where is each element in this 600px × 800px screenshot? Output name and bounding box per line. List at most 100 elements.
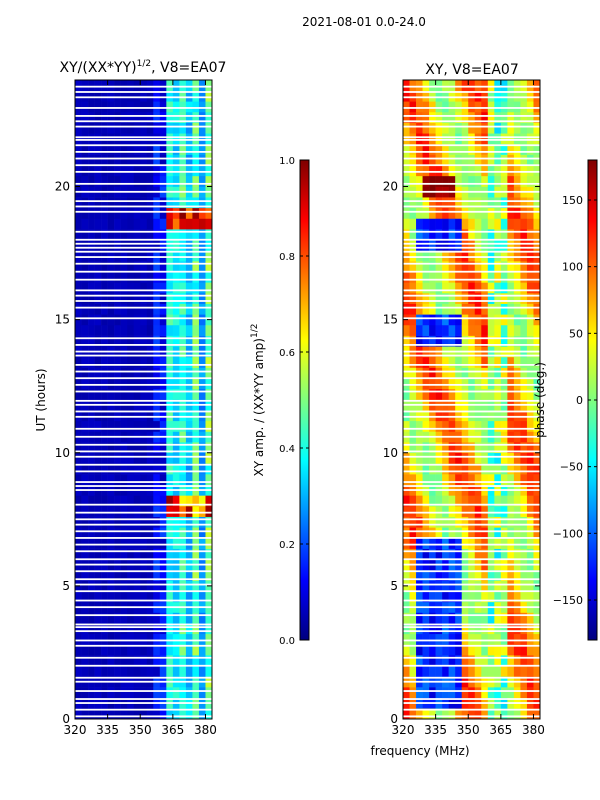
heatmap-cell — [474, 527, 482, 539]
heatmap-cell — [205, 90, 213, 102]
heatmap-cell — [481, 165, 489, 177]
heatmap-cell — [429, 708, 436, 720]
heatmap-cell — [520, 612, 528, 624]
heatmap-cell — [140, 623, 148, 635]
heatmap-cell — [487, 388, 495, 400]
heatmap-cell — [513, 218, 521, 230]
heatmap-cell — [533, 495, 541, 507]
heatmap-cell — [107, 271, 115, 283]
data-gap — [403, 157, 540, 160]
heatmap-cell — [192, 623, 200, 635]
heatmap-cell — [526, 111, 534, 123]
heatmap-cell — [88, 175, 95, 187]
heatmap-cell — [127, 122, 135, 134]
heatmap-cell — [146, 527, 154, 539]
heatmap-cell — [88, 687, 95, 698]
heatmap-cell — [205, 548, 213, 560]
heatmap-cell — [159, 101, 167, 113]
heatmap-cell — [205, 80, 213, 91]
heatmap-cell — [101, 101, 108, 113]
data-gap — [75, 578, 212, 581]
heatmap-cell — [533, 527, 541, 539]
heatmap-cell — [133, 591, 141, 603]
heatmap-cell — [114, 282, 121, 294]
heatmap-cell — [140, 527, 148, 539]
heatmap-cell — [461, 293, 469, 304]
heatmap-cell — [166, 90, 174, 102]
heatmap-cell — [127, 165, 135, 177]
heatmap-cell — [416, 80, 423, 91]
heatmap-cell — [140, 261, 148, 272]
heatmap-cell — [461, 197, 469, 209]
heatmap-cell — [487, 569, 495, 581]
heatmap-cell — [409, 197, 417, 209]
heatmap-cell — [172, 143, 180, 155]
data-gap — [75, 630, 212, 633]
data-gap — [403, 443, 540, 446]
heatmap-cell — [442, 90, 449, 102]
heatmap-cell — [455, 388, 463, 400]
heatmap-cell — [461, 367, 469, 379]
heatmap-cell — [179, 314, 187, 326]
data-gap — [75, 377, 212, 380]
heatmap-cell — [448, 165, 456, 177]
heatmap-cell — [146, 442, 154, 454]
heatmap-cell — [403, 239, 410, 251]
heatmap-cell — [513, 239, 521, 251]
heatmap-cell — [442, 356, 449, 368]
heatmap-cell — [455, 111, 463, 123]
heatmap-cell — [198, 261, 206, 272]
heatmap-cell — [172, 591, 180, 603]
data-gap — [75, 354, 212, 357]
heatmap-cell — [114, 154, 121, 166]
heatmap-cell — [435, 655, 443, 667]
heatmap-cell — [120, 229, 128, 241]
heatmap-cell — [494, 143, 502, 155]
heatmap-cell — [442, 335, 449, 347]
heatmap-cell — [513, 537, 521, 549]
heatmap-cell — [513, 527, 521, 539]
heatmap-cell — [429, 463, 436, 475]
heatmap-cell — [409, 516, 417, 528]
heatmap-cell — [192, 452, 200, 464]
heatmap-cell — [133, 271, 141, 283]
data-gap — [75, 543, 212, 546]
heatmap-cell — [192, 165, 200, 177]
heatmap-cell — [520, 495, 528, 507]
heatmap-cell — [140, 442, 148, 454]
heatmap-cell — [507, 580, 515, 592]
heatmap-cell — [185, 314, 193, 326]
heatmap-cell — [416, 527, 423, 539]
heatmap-cell — [403, 612, 410, 624]
heatmap-cell — [442, 143, 449, 155]
heatmap-cell — [455, 80, 463, 91]
heatmap-cell — [166, 612, 174, 624]
heatmap-cell — [422, 80, 430, 91]
heatmap-cell — [146, 378, 154, 390]
heatmap-cell — [153, 335, 161, 347]
heatmap-cell — [435, 239, 443, 251]
heatmap-cell — [101, 239, 108, 251]
heatmap-cell — [198, 388, 206, 400]
heatmap-cell — [468, 324, 476, 336]
heatmap-cell — [455, 229, 463, 241]
heatmap-cell — [442, 665, 449, 677]
x-tick-label: 320 — [392, 723, 415, 737]
heatmap-cell — [455, 474, 463, 485]
heatmap-cell — [533, 356, 541, 368]
heatmap-cell — [179, 80, 187, 91]
heatmap-cell — [461, 133, 469, 145]
heatmap-cell — [448, 175, 456, 187]
heatmap-cell — [468, 644, 476, 656]
heatmap-cell — [526, 442, 534, 454]
data-gap — [403, 599, 540, 602]
heatmap-cell — [442, 154, 449, 166]
heatmap-cell — [429, 644, 436, 656]
heatmap-cell — [140, 452, 148, 464]
heatmap-cell — [88, 101, 95, 113]
heatmap-cell — [455, 218, 463, 230]
heatmap-cell — [140, 580, 148, 592]
heatmap-cell — [107, 80, 115, 91]
